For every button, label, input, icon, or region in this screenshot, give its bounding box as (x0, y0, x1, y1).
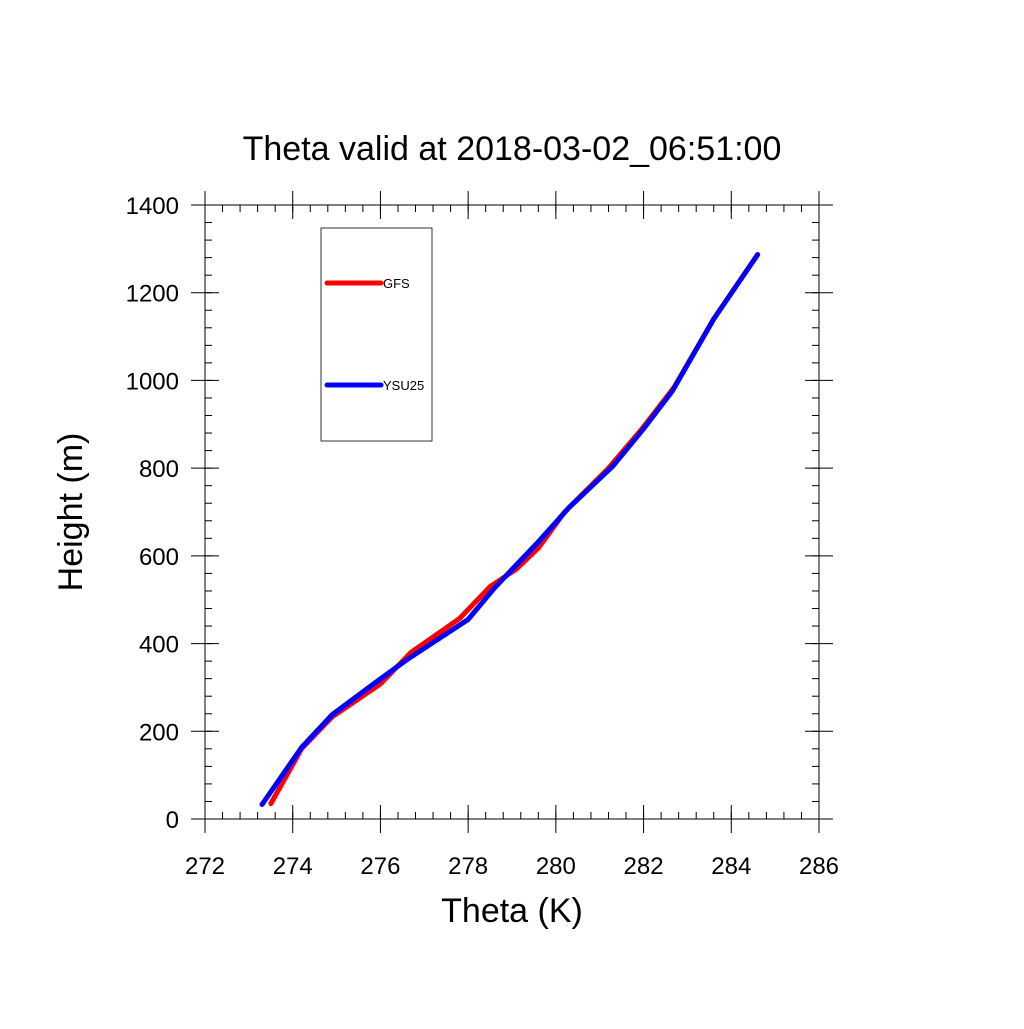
y-tick-label: 1000 (126, 368, 179, 395)
legend-box (320, 227, 433, 442)
x-tick-label: 284 (711, 853, 751, 880)
series-line-ysu25 (259, 252, 761, 807)
y-tick-label: 800 (139, 456, 179, 483)
y-tick-label: 400 (139, 632, 179, 659)
y-tick-label: 600 (139, 544, 179, 571)
x-tick-label: 280 (536, 853, 576, 880)
x-tick-label: 274 (273, 853, 313, 880)
x-axis-label: Theta (K) (441, 892, 583, 930)
y-tick-label: 0 (166, 807, 179, 834)
x-tick-label: 272 (185, 853, 225, 880)
legend: GFS YSU25 (320, 227, 433, 442)
x-tick-label: 278 (448, 853, 488, 880)
chart-title: Theta valid at 2018-03-02_06:51:00 (243, 130, 782, 168)
legend-label-gfs: GFS (383, 276, 410, 291)
legend-label-ysu25: YSU25 (383, 378, 424, 393)
series-lines (259, 252, 761, 807)
y-tick-label: 200 (139, 719, 179, 746)
y-tick-label: 1400 (126, 193, 179, 220)
y-axis-label: Height (m) (52, 433, 90, 592)
x-tick-label: 276 (360, 853, 400, 880)
x-tick-label: 282 (624, 853, 664, 880)
series-line-gfs (268, 252, 761, 807)
plot-frame (204, 204, 820, 820)
y-tick-label: 1200 (126, 281, 179, 308)
x-tick-label: 286 (799, 853, 839, 880)
tick-labels: 272 274 276 278 280 282 284 286 0 200 400 600 800 100… (126, 193, 839, 880)
